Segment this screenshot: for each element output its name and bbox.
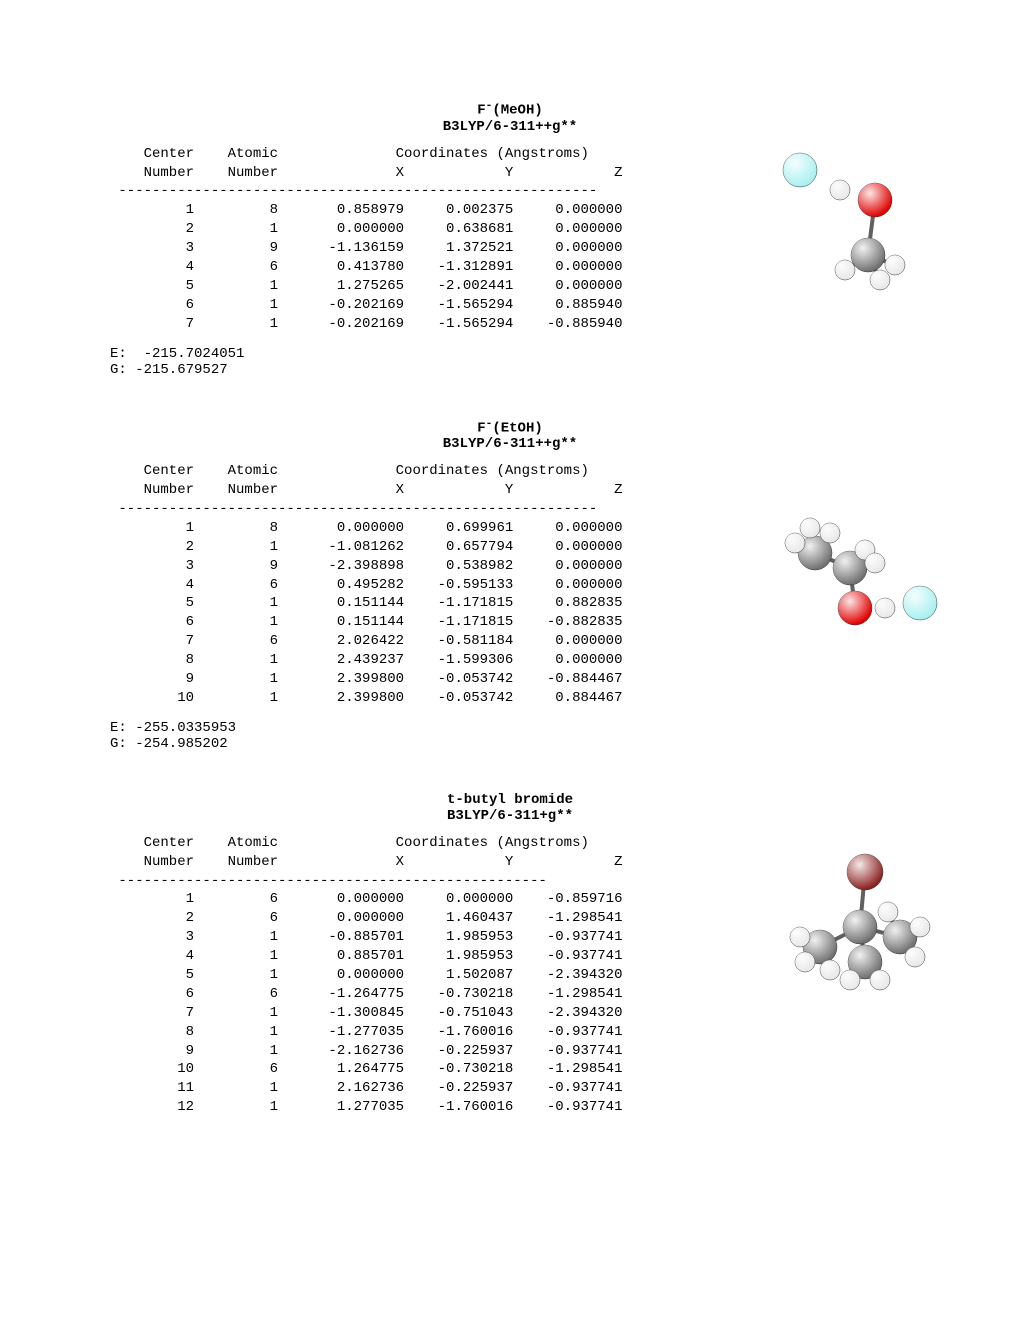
title-prefix: F: [477, 420, 485, 436]
table-row: 8 1 -1.277035 -1.760016 -0.937741: [110, 1023, 910, 1042]
title-block: t-butyl bromideB3LYP/6-311+g**: [110, 792, 910, 824]
energy-g: G: -215.679527: [110, 362, 910, 378]
table-row: 9 1 -2.162736 -0.225937 -0.937741: [110, 1042, 910, 1061]
energy-g: G: -254.985202: [110, 736, 910, 752]
table-row: 7 1 -1.300845 -0.751043 -2.394320: [110, 1004, 910, 1023]
title-suffix: (MeOH): [492, 103, 542, 119]
title-line-1: F-(MeOH): [110, 100, 910, 119]
title-line-2: B3LYP/6-311++g**: [110, 119, 910, 135]
table-row: 11 1 2.162736 -0.225937 -0.937741: [110, 1079, 910, 1098]
energies-block: E: -215.7024051G: -215.679527: [110, 346, 910, 378]
title-line-1: t-butyl bromide: [110, 792, 910, 808]
title-block: F-(MeOH)B3LYP/6-311++g**: [110, 100, 910, 135]
title-line-2: B3LYP/6-311++g**: [110, 436, 910, 452]
molecule-image: [780, 508, 950, 658]
molecule-rendering: [780, 508, 950, 658]
title-suffix: (EtOH): [492, 420, 542, 436]
title-line-1: F-(EtOH): [110, 418, 910, 437]
energies-block: E: -255.0335953G: -254.985202: [110, 720, 910, 752]
energy-e: E: -255.0335953: [110, 720, 910, 736]
table-row: 10 1 2.399800 -0.053742 0.884467: [110, 689, 910, 708]
table-header: Center Atomic Coordinates (Angstroms): [110, 462, 910, 481]
title-text: t-butyl bromide: [447, 792, 573, 808]
molecule-image: [780, 150, 950, 300]
table-row: 9 1 2.399800 -0.053742 -0.884467: [110, 670, 910, 689]
molecule-rendering: [780, 150, 950, 300]
molecule-section: F-(MeOH)B3LYP/6-311++g** Center Atomic C…: [110, 100, 910, 378]
table-header: Center Atomic Coordinates (Angstroms): [110, 834, 910, 853]
table-row: 7 1 -0.202169 -1.565294 -0.885940: [110, 315, 910, 334]
molecule-section: F-(EtOH)B3LYP/6-311++g** Center Atomic C…: [110, 418, 910, 752]
energy-e: E: -215.7024051: [110, 346, 910, 362]
title-prefix: F: [477, 103, 485, 119]
molecule-section: t-butyl bromideB3LYP/6-311+g** Center At…: [110, 792, 910, 1117]
table-row: 10 6 1.264775 -0.730218 -1.298541: [110, 1060, 910, 1079]
molecule-image: [780, 852, 950, 1002]
title-block: F-(EtOH)B3LYP/6-311++g**: [110, 418, 910, 453]
molecule-rendering: [780, 852, 950, 1002]
title-line-2: B3LYP/6-311+g**: [110, 808, 910, 824]
table-row: 12 1 1.277035 -1.760016 -0.937741: [110, 1098, 910, 1117]
table-subheader: Number Number X Y Z: [110, 481, 910, 500]
